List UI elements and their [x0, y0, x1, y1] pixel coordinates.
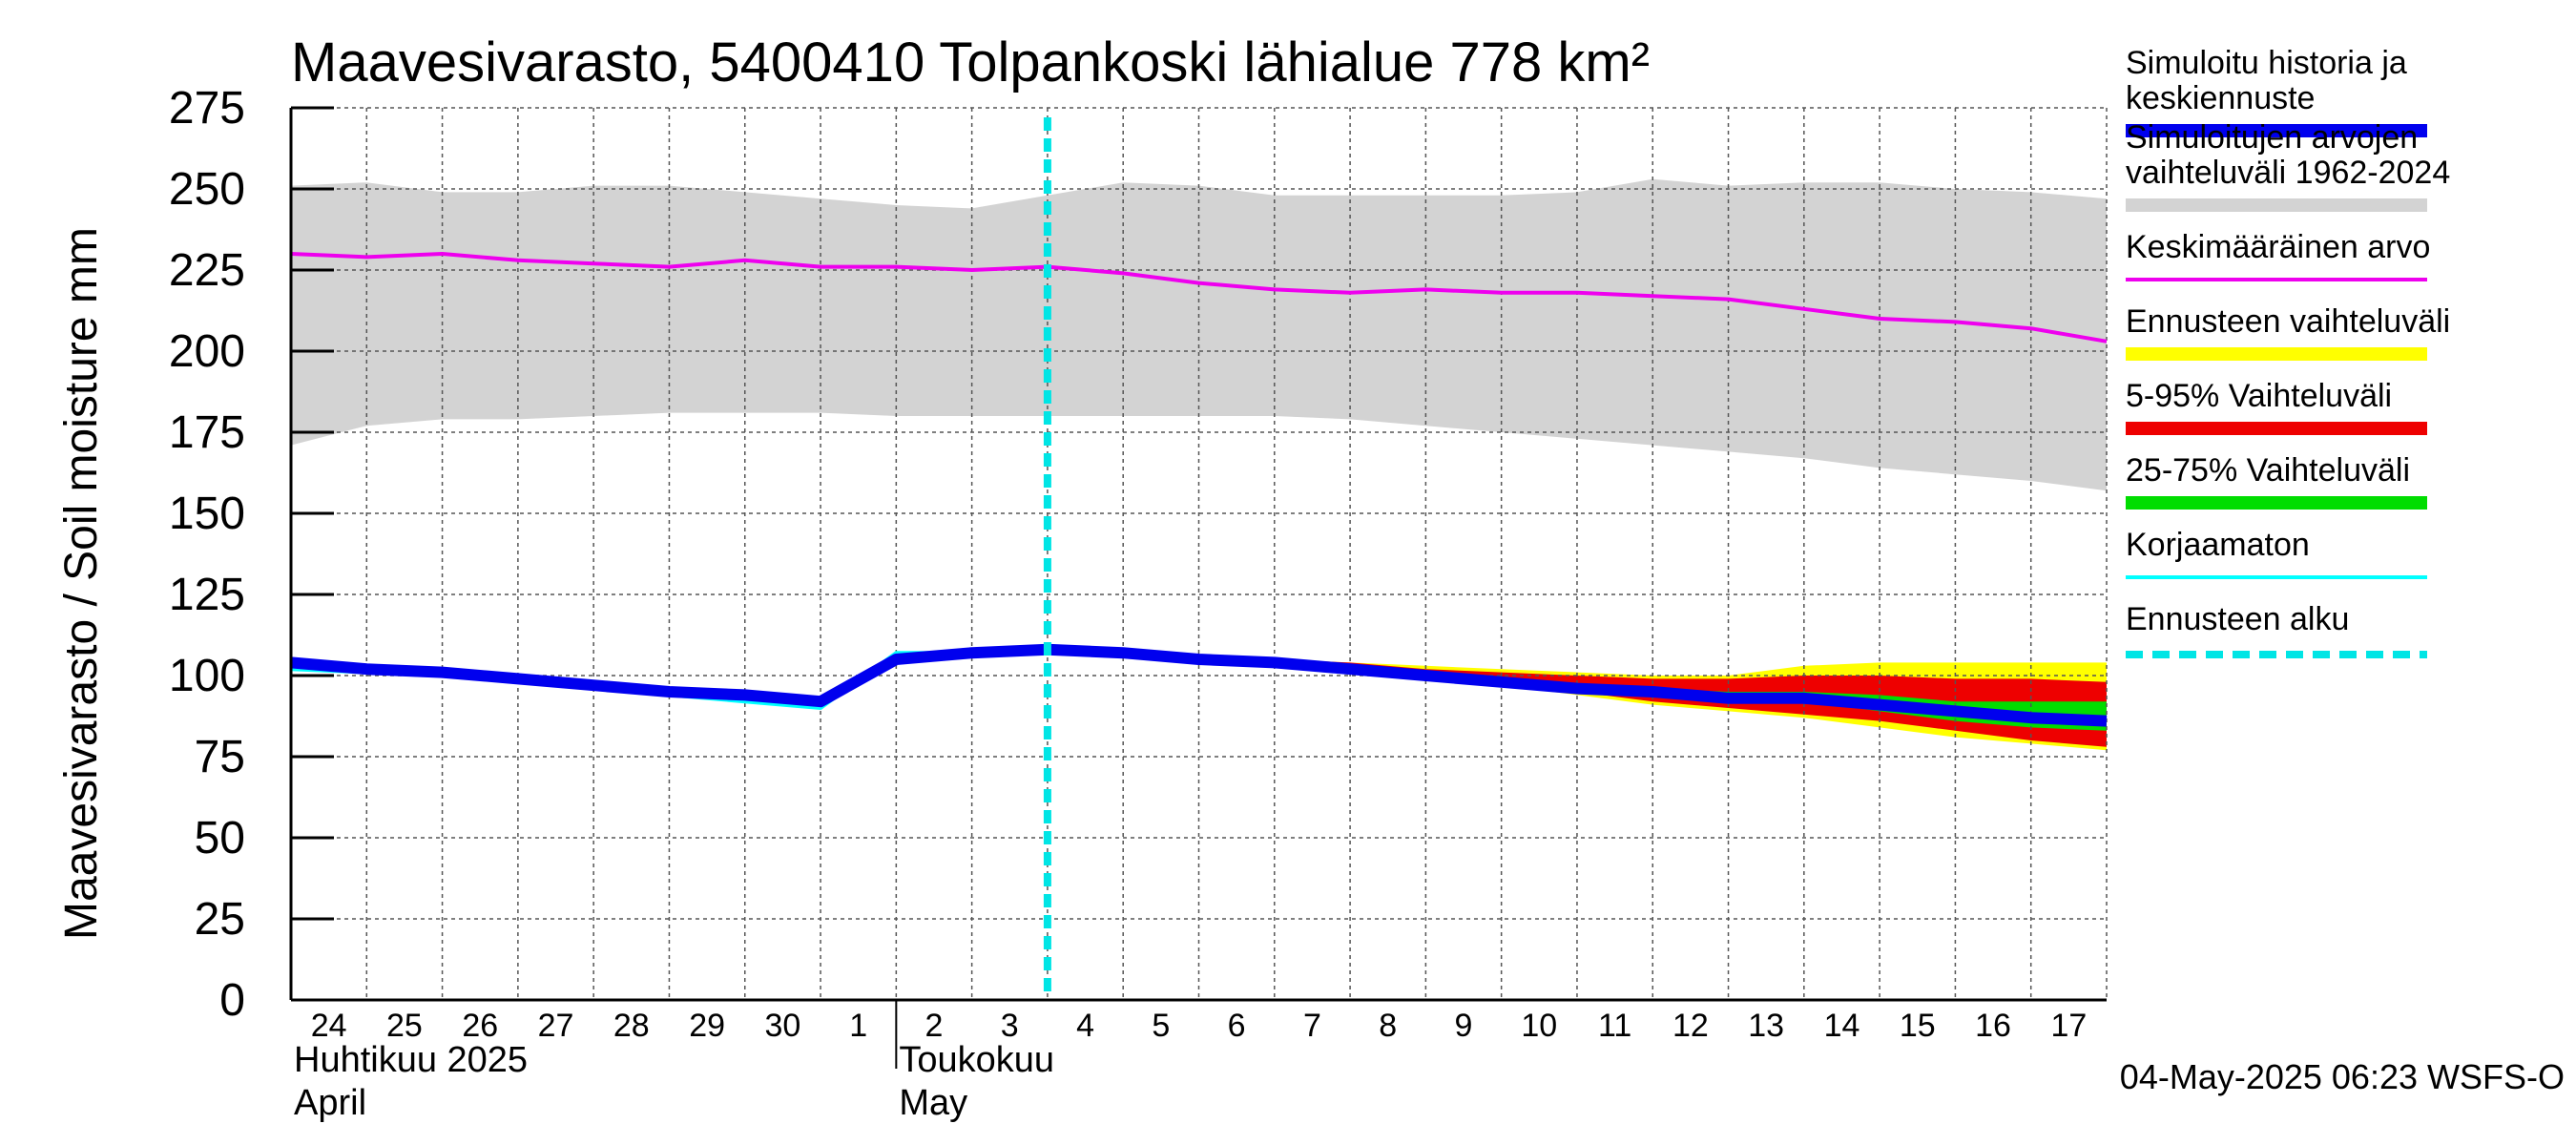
x-tick-label: 4 [1076, 1008, 1094, 1044]
legend-label: 5-95% Vaihteluväli [2126, 378, 2393, 414]
month-label: Toukokuu [899, 1040, 1054, 1080]
x-tick-label: 30 [764, 1008, 800, 1044]
legend-item: 25-75% Vaihteluväli [2126, 420, 2565, 510]
y-tick-label: 0 [219, 975, 245, 1026]
y-tick-label: 200 [169, 326, 245, 377]
x-tick-label: 9 [1455, 1008, 1473, 1044]
x-tick-label: 24 [311, 1008, 347, 1044]
legend-swatch [2126, 575, 2427, 579]
series-line-simuloitu-historia-ja-keskiennuste [290, 643, 2108, 727]
y-tick-label: 225 [169, 245, 245, 296]
band-layer [291, 178, 2107, 751]
x-tick-label: 12 [1672, 1008, 1709, 1044]
y-tick-label: 100 [169, 651, 245, 701]
legend-item: Korjaamaton [2126, 494, 2565, 584]
legend-swatch [2126, 198, 2427, 212]
x-tick-label: 6 [1228, 1008, 1246, 1044]
legend-item: Ennusteen alku [2126, 569, 2565, 658]
line-layer [290, 117, 2108, 1000]
grid-layer [291, 107, 2108, 1000]
legend-swatch [2126, 422, 2427, 435]
legend-label: Korjaamaton [2126, 527, 2310, 563]
legend-item: Ennusteen vaihteluväli [2126, 271, 2565, 361]
x-tick-label: 15 [1900, 1008, 1936, 1044]
x-tick-label: 8 [1379, 1008, 1397, 1044]
month-label: Huhtikuu 2025 [294, 1040, 528, 1080]
x-tick-label: 14 [1824, 1008, 1860, 1044]
legend-label: Ennusteen vaihteluväli [2126, 303, 2451, 340]
chart-title: Maavesivarasto, 5400410 Tolpankoski lähi… [291, 31, 1651, 94]
y-tick-label: 175 [169, 407, 245, 458]
series-line-keskim-r-inen-arvo [290, 252, 2108, 344]
legend-label: Simuloitu historia ja keskiennuste [2126, 45, 2407, 116]
x-tick-label: 7 [1303, 1008, 1321, 1044]
x-tick-label: 5 [1152, 1008, 1170, 1044]
legend-label: Simuloitujen arvojen vaihteluväli 1962-2… [2126, 119, 2451, 191]
x-tick-label: 25 [386, 1008, 423, 1044]
x-tick-label: 26 [462, 1008, 498, 1044]
timestamp: 04-May-2025 06:23 WSFS-O [2119, 1057, 2565, 1096]
legend-item: Simuloitu historia ja keskiennuste [2126, 46, 2565, 137]
band-25-75-vaihteluv-li [1047, 649, 2107, 731]
band-ennusteen-vaihteluv-li [1047, 649, 2107, 751]
x-tick-label: 28 [613, 1008, 650, 1044]
x-tick-label: 2 [925, 1008, 944, 1044]
month-label-en: April [294, 1083, 366, 1123]
band-simuloitujen-arvojen-vaihteluv-li-1962-2024 [291, 178, 2107, 491]
legend-item: 5-95% Vaihteluväli [2126, 345, 2565, 435]
y-axis-label: Maavesivarasto / Soil moisture mm [56, 227, 107, 940]
x-tick-label: 16 [1975, 1008, 2011, 1044]
x-tick-label: 29 [689, 1008, 725, 1044]
legend-label: Keskimääräinen arvo [2126, 229, 2431, 265]
x-tick-label: 17 [2050, 1008, 2087, 1044]
legend-label: Ennusteen alku [2126, 601, 2350, 637]
x-tick-label: 13 [1748, 1008, 1784, 1044]
y-tick-label: 150 [169, 489, 245, 539]
x-tick-label: 10 [1521, 1008, 1557, 1044]
x-tick-label: 27 [538, 1008, 574, 1044]
legend-swatch [2126, 496, 2427, 510]
legend-item: Keskimääräinen arvo [2126, 197, 2565, 286]
legend-swatch [2126, 347, 2427, 361]
y-tick-label: 25 [195, 894, 245, 945]
x-tick-label: 3 [1001, 1008, 1019, 1044]
y-tick-label: 275 [169, 83, 245, 134]
y-tick-label: 250 [169, 164, 245, 215]
legend-swatch [2126, 278, 2427, 281]
month-label-en: May [899, 1083, 967, 1123]
legend-swatch [2126, 124, 2427, 137]
y-tick-label: 125 [169, 570, 245, 620]
x-tick-label: 1 [849, 1008, 867, 1044]
legend-swatch [2126, 651, 2427, 658]
x-tick-label: 11 [1598, 1008, 1631, 1044]
legend-label: 25-75% Vaihteluväli [2126, 452, 2410, 489]
y-tick-label: 50 [195, 813, 245, 864]
y-tick-label: 75 [195, 732, 245, 782]
legend-item: Simuloitujen arvojen vaihteluväli 1962-2… [2126, 120, 2565, 212]
